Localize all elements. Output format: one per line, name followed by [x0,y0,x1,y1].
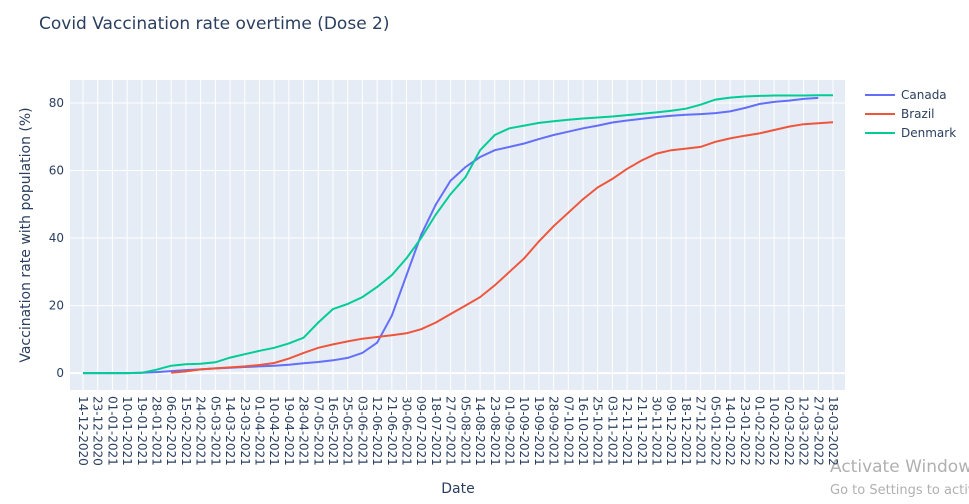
x-tick-label: 23-01-2022 [738,396,752,466]
x-tick-label: 23-08-2021 [488,396,502,466]
x-tick-label: 05-08-2021 [458,396,472,466]
x-axis-label: Date [441,481,474,497]
x-tick-label: 24-02-2021 [194,396,208,466]
x-tick-label: 14-12-2020 [76,396,90,466]
watermark: Go to Settings to activate Windows. [830,483,969,498]
x-tick-label: 09-12-2021 [664,396,678,466]
watermark: Activate Windows [830,457,969,477]
x-tick-label: 27-12-2021 [694,396,708,466]
x-tick-label: 10-09-2021 [517,396,531,466]
x-tick-label: 18-07-2021 [429,396,443,466]
legend-label: Brazil [901,107,935,121]
x-tick-label: 10-04-2021 [267,396,281,466]
y-tick-label: 80 [49,96,64,110]
x-tick-label: 27-07-2021 [444,396,458,466]
x-tick-label: 23-12-2020 [91,396,105,466]
x-tick-label: 23-03-2021 [238,396,252,466]
x-tick-label: 14-01-2022 [723,396,737,466]
x-tick-label: 28-01-2021 [150,396,164,466]
x-tick-label: 07-10-2021 [561,396,575,466]
legend-label: Denmark [901,126,956,140]
x-tick-label: 21-11-2021 [635,396,649,466]
x-tick-label: 10-02-2022 [767,396,781,466]
x-tick-label: 16-05-2021 [326,396,340,466]
x-tick-label: 30-06-2021 [400,396,414,466]
x-tick-label: 19-04-2021 [282,396,296,466]
x-tick-label: 19-01-2021 [135,396,149,466]
x-tick-label: 25-05-2021 [341,396,355,466]
x-tick-label: 19-09-2021 [532,396,546,466]
x-tick-label: 12-03-2022 [797,396,811,466]
legend-label: Canada [901,88,947,102]
x-tick-label: 10-01-2021 [120,396,134,466]
x-tick-label: 01-01-2021 [105,396,119,466]
x-tick-label: 14-03-2021 [223,396,237,466]
x-tick-label: 28-04-2021 [297,396,311,466]
x-tick-label: 27-03-2022 [811,396,825,466]
x-tick-label: 28-09-2021 [547,396,561,466]
y-tick-label: 0 [56,366,64,380]
x-tick-label: 25-10-2021 [591,396,605,466]
y-tick-label: 60 [49,164,64,178]
x-tick-label: 21-06-2021 [385,396,399,466]
x-tick-label: 09-07-2021 [414,396,428,466]
y-axis-label: Vaccination rate with population (%) [18,107,34,362]
x-tick-label: 03-11-2021 [605,396,619,466]
x-tick-label: 07-05-2021 [311,396,325,466]
x-tick-label: 02-03-2022 [782,396,796,466]
x-tick-label: 01-09-2021 [502,396,516,466]
x-tick-label: 30-11-2021 [650,396,664,466]
x-tick-label: 03-06-2021 [355,396,369,466]
x-tick-label: 12-11-2021 [620,396,634,466]
x-tick-label: 05-01-2022 [708,396,722,466]
x-tick-label: 06-02-2021 [164,396,178,466]
y-tick-label: 40 [49,231,64,245]
x-tick-label: 15-02-2021 [179,396,193,466]
x-tick-label: 05-03-2021 [208,396,222,466]
x-tick-label: 18-03-2022 [826,396,840,466]
x-tick-label: 01-02-2022 [752,396,766,466]
x-tick-label: 12-06-2021 [370,396,384,466]
y-tick-label: 20 [49,299,64,313]
x-tick-label: 16-10-2021 [576,396,590,466]
x-tick-label: 14-08-2021 [473,396,487,466]
line-series [83,94,833,375]
chart-title: Covid Vaccination rate overtime (Dose 2) [39,14,390,34]
x-tick-label: 18-12-2021 [679,396,693,466]
line-series [171,121,834,374]
x-tick-label: 01-04-2021 [252,396,266,466]
